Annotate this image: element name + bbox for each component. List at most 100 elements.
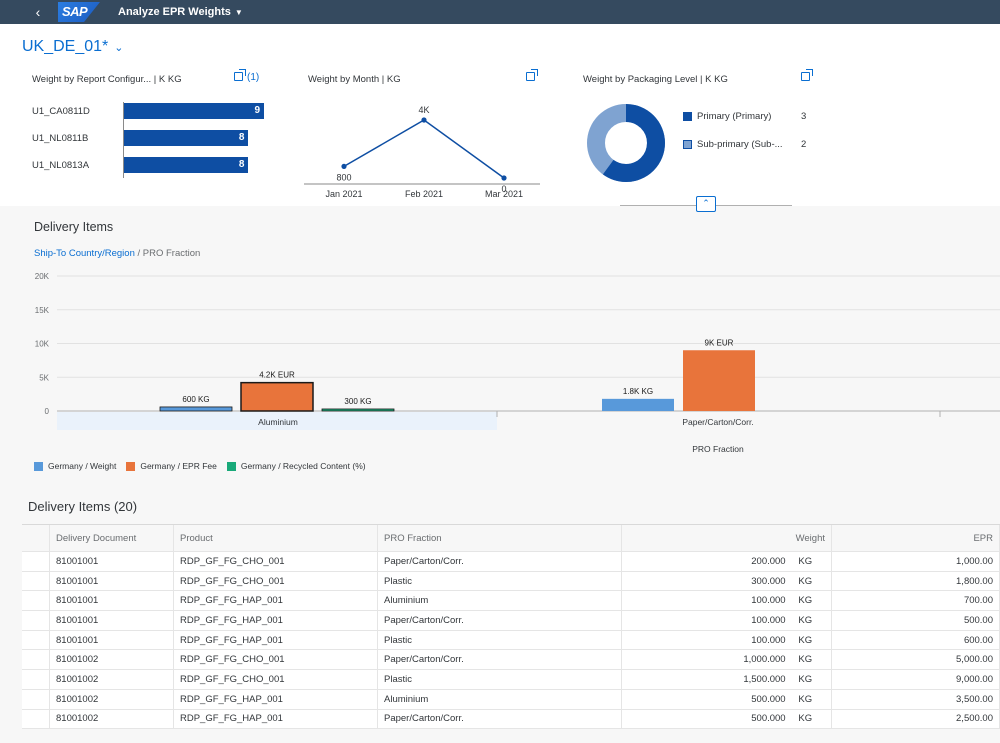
bar-row[interactable]: U1_CA0811D 9 (32, 102, 264, 120)
table-row[interactable]: 81001001 RDP_GF_FG_HAP_001 Paper/Carton/Co… (22, 611, 1000, 631)
weight-value: 300.000 (751, 575, 786, 587)
row-selector[interactable] (22, 591, 50, 611)
column-header-delivery-document[interactable]: Delivery Document (50, 525, 174, 551)
bar[interactable] (240, 381, 314, 412)
collapse-header-button[interactable]: ⌃ (696, 196, 716, 212)
bar[interactable] (159, 406, 233, 412)
table-row[interactable]: 81001002 RDP_GF_FG_CHO_001 Plastic 1,500.00… (22, 670, 1000, 690)
bar[interactable] (321, 408, 395, 412)
row-selector[interactable] (22, 552, 50, 571)
bar[interactable]: 8 (124, 157, 249, 173)
card-title: Weight by Report Configur... | K KG (32, 74, 182, 85)
cell-epr: 3,500.00 (832, 689, 1000, 709)
cell-pro-fraction: Plastic (378, 571, 622, 591)
line-point[interactable] (421, 117, 427, 123)
open-details-link[interactable] (801, 69, 814, 83)
column-header-product[interactable]: Product (174, 525, 378, 551)
cell-epr: 1,800.00 (832, 571, 1000, 591)
legend-item-recycled[interactable]: Germany / Recycled Content (%) (226, 461, 366, 471)
table-row[interactable]: 81001002 RDP_GF_FG_HAP_001 Aluminium 500.00… (22, 689, 1000, 710)
x-tick-label: Feb 2021 (405, 189, 443, 199)
legend-label: Sub-primary (Sub-... (697, 139, 783, 150)
row-selector[interactable] (22, 709, 50, 729)
table-row[interactable]: 81001001 RDP_GF_FG_HAP_001 Aluminium 100.00… (22, 591, 1000, 612)
bar-data-label: 4.2K EUR (259, 371, 295, 380)
cell-weight: 200.000 KG (622, 552, 832, 571)
app-title: Analyze EPR Weights (118, 6, 231, 18)
bar[interactable] (602, 398, 674, 411)
legend-item-epr-fee[interactable]: Germany / EPR Fee (126, 461, 217, 471)
weight-value: 100.000 (751, 614, 786, 626)
table-row[interactable]: 81001001 RDP_GF_FG_CHO_001 Paper/Carton/Co… (22, 552, 1000, 572)
weight-unit: KG (798, 713, 813, 725)
delivery-items-bar-chart[interactable]: 0 5K 10K 15K 20K Aluminium 600 KG 4.2K EUR 300 K… (0, 262, 1000, 462)
legend-subprimary: Sub-primary (Sub-... 2 (683, 139, 806, 150)
table-title: Delivery Items (20) (28, 499, 138, 514)
line-point[interactable] (501, 175, 507, 181)
cell-epr: 700.00 (832, 591, 1000, 611)
packaging-donut-chart (587, 104, 665, 182)
table-row[interactable]: 81001001 RDP_GF_FG_HAP_001 Plastic 100.000 K… (22, 630, 1000, 651)
app-title-menu[interactable]: Analyze EPR Weights ▼ (118, 6, 243, 18)
cell-pro-fraction: Plastic (378, 670, 622, 689)
caret-down-icon: ▼ (234, 7, 243, 17)
line-point[interactable] (341, 163, 347, 169)
bar-row[interactable]: U1_NL0813A 8 (32, 156, 249, 174)
cell-pro-fraction: Aluminium (378, 591, 622, 611)
column-header-pro-fraction[interactable]: PRO Fraction (378, 525, 622, 551)
report-config-card[interactable]: Weight by Report Configur... | K KG (1) … (32, 69, 272, 204)
open-details-link[interactable]: (1) (234, 69, 260, 83)
drill-link-country[interactable]: Ship-To Country/Region (34, 248, 135, 259)
back-button[interactable]: ‹ (28, 4, 48, 20)
open-details-link[interactable] (526, 69, 539, 83)
column-header-epr[interactable]: EPR (832, 525, 1000, 551)
cell-delivery-document: 81001001 (50, 571, 174, 591)
cell-delivery-document: 81001002 (50, 709, 174, 729)
bar[interactable]: 9 (124, 103, 264, 119)
cell-pro-fraction: Plastic (378, 630, 622, 650)
row-selector[interactable] (22, 689, 50, 709)
card-title: Weight by Month | KG (308, 74, 401, 85)
row-selector[interactable] (22, 630, 50, 650)
legend-label: Primary (Primary) (697, 111, 772, 122)
cell-weight: 1,500.000 KG (622, 670, 832, 689)
point-value-label: 0 (501, 184, 506, 194)
legend-value: 2 (801, 139, 807, 150)
bar-row[interactable]: U1_NL0811B 8 (32, 129, 249, 147)
legend-label: Germany / Weight (48, 461, 117, 471)
packaging-card[interactable]: Weight by Packaging Level | K KG Primary… (583, 69, 814, 204)
drilldown-breadcrumb: Ship-To Country/Region / PRO Fraction (34, 248, 200, 259)
table-row[interactable]: 81001002 RDP_GF_FG_CHO_001 Paper/Carton/Co… (22, 650, 1000, 671)
legend-label: Germany / EPR Fee (140, 461, 217, 471)
legend-item-weight[interactable]: Germany / Weight (34, 461, 116, 471)
card-link-count: (1) (247, 72, 260, 83)
bar-data-label: 1.8K KG (623, 387, 653, 396)
row-selector[interactable] (22, 670, 50, 689)
row-selector[interactable] (22, 611, 50, 630)
variant-selector[interactable]: UK_DE_01* ⌄ (22, 38, 124, 56)
category-band-aluminium[interactable] (57, 412, 497, 430)
point-value-label: 800 (336, 172, 351, 182)
row-selector[interactable] (22, 571, 50, 591)
column-header-weight[interactable]: Weight (622, 525, 832, 551)
select-all-cell[interactable] (22, 525, 50, 551)
legend-swatch (34, 461, 43, 471)
y-tick-label: 10K (35, 340, 50, 349)
row-selector[interactable] (22, 650, 50, 670)
weight-value: 1,500.000 (743, 673, 786, 685)
month-card[interactable]: Weight by Month | KG 800 Jan 2021 4K Feb 20… (304, 69, 548, 204)
y-tick-label: 0 (45, 407, 50, 416)
weight-unit: KG (798, 673, 813, 685)
cell-product: RDP_GF_FG_HAP_001 (174, 689, 378, 709)
bar-value-label: 9 (254, 105, 260, 116)
weight-unit: KG (798, 595, 813, 607)
cell-pro-fraction: Paper/Carton/Corr. (378, 611, 622, 630)
cell-delivery-document: 81001002 (50, 689, 174, 709)
chevron-down-icon: ⌄ (114, 41, 124, 54)
bar[interactable] (683, 350, 755, 411)
section-title: Delivery Items (34, 220, 114, 234)
bar[interactable]: 8 (124, 130, 249, 146)
sap-logo[interactable]: SAP (58, 2, 100, 22)
table-row[interactable]: 81001002 RDP_GF_FG_HAP_001 Paper/Carton/Co… (22, 709, 1000, 730)
table-row[interactable]: 81001001 RDP_GF_FG_CHO_001 Plastic 300.000 K… (22, 571, 1000, 592)
